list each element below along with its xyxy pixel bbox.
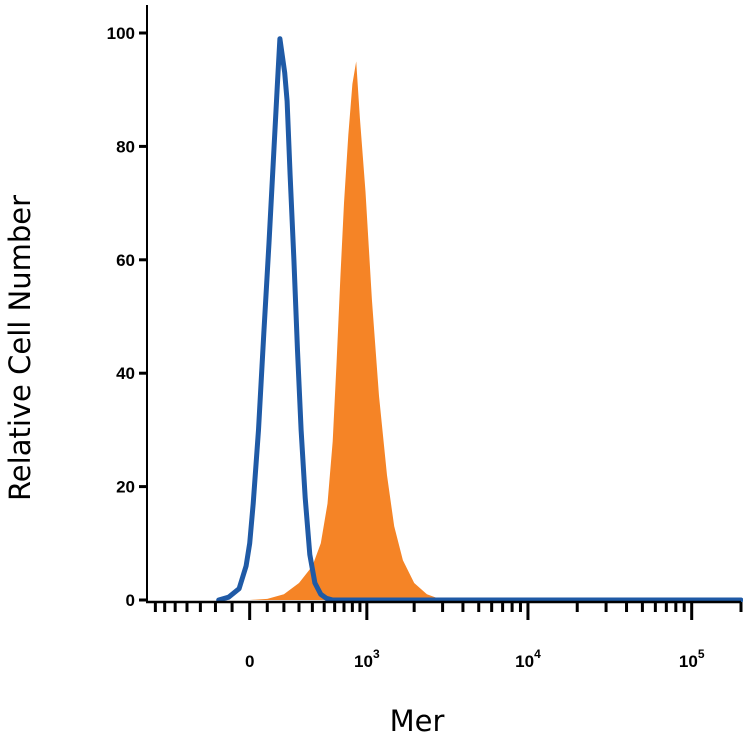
x-minor-ticks xyxy=(153,602,743,612)
y-axis-label: Relative Cell Number xyxy=(3,195,37,501)
x-axis-label: Mer xyxy=(390,704,445,738)
y-tick-label: 100 xyxy=(107,24,135,43)
x-ticks: 0 103 104 105 xyxy=(245,602,705,671)
y-tick-label: 0 xyxy=(126,591,135,610)
x-tick-label: 103 xyxy=(354,647,380,671)
x-tick-label: 0 xyxy=(245,652,254,671)
histogram-outline-series xyxy=(216,36,743,603)
y-tick-label: 60 xyxy=(116,251,135,270)
y-tick-label: 80 xyxy=(116,137,135,156)
series-layer xyxy=(216,36,743,603)
x-tick-label: 104 xyxy=(515,647,541,671)
axes-layer xyxy=(146,5,741,604)
y-tick-label: 40 xyxy=(116,364,135,383)
y-ticks: 0 20 40 60 80 100 xyxy=(107,24,147,610)
histogram-filled-series xyxy=(218,61,741,600)
x-tick-label: 105 xyxy=(679,647,705,671)
y-tick-label: 20 xyxy=(116,478,135,497)
